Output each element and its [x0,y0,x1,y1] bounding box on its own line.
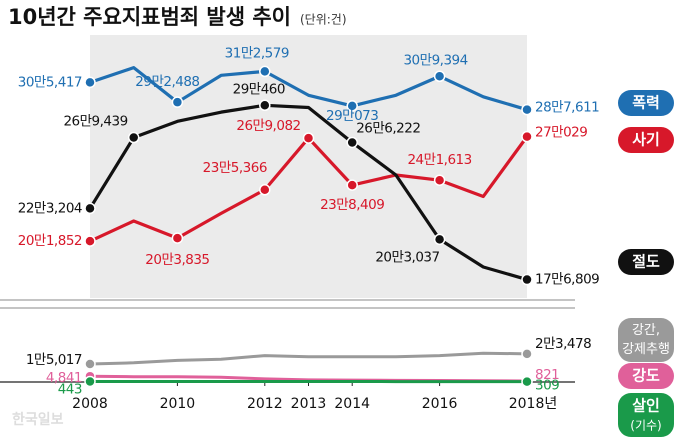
data-point [259,65,271,78]
data-point [171,96,184,108]
legend-line: 강제추행 [622,341,670,357]
data-point [127,131,140,144]
data-point [433,233,446,246]
data-label: 23만8,409 [320,197,384,213]
data-label: 821 [535,367,559,383]
data-point [302,132,315,144]
legend-label: 사기 [632,131,660,149]
data-point [521,375,533,388]
legend-badge [618,363,674,389]
data-point [84,202,96,215]
data-label: 4,841 [46,370,82,386]
legend-label: 강간, 강제추행 [622,323,670,357]
chart-title: 10년간 주요지표범죄 발생 추이 [8,5,291,29]
data-label: 17만6,809 [535,272,599,288]
data-point [521,273,533,286]
legend-label: 강도 [632,367,660,385]
data-point [433,174,446,186]
data-label: 20만3,835 [145,252,209,268]
data-point [84,76,96,89]
series-line [88,103,528,282]
data-label: 1만5,017 [26,352,82,368]
legend-label: 살인 [632,397,660,415]
data-point [259,99,271,112]
data-label: 26만9,082 [236,118,300,134]
data-label: 31만2,579 [225,45,289,61]
data-point [346,100,358,112]
data-point [346,136,358,149]
data-point [84,358,96,370]
x-tick-label: 2018년 [509,396,558,412]
data-label: 24만1,613 [407,152,471,168]
series-line [89,351,528,366]
series: 30만5,417 29만2,488 31만2,579 29만073 30만9,394 28… [18,45,674,124]
data-label: 22만3,204 [18,200,82,216]
data-point [521,103,533,116]
highlight-band [90,35,527,298]
data-label: 26만9,439 [63,114,127,130]
data-label: 2만3,478 [535,336,591,352]
series: 20만1,852 20만3,835 23만5,366 26만9,082 23만8,409… [18,118,674,268]
data-label: 29만2,488 [135,74,199,90]
x-tick-label: 2010 [160,396,196,412]
x-tick-label: 2014 [334,396,370,412]
watermark: 한국일보 [12,412,64,428]
data-label: 30만9,394 [403,52,467,68]
legend-badge [618,318,674,362]
unit-label: (단위:건) [300,13,347,27]
data-point [84,375,96,388]
data-label: 20만1,852 [18,233,82,249]
legend-line: 강간, [632,323,660,338]
series: 4,841 821 강도 [46,363,674,389]
x-tick-label: 2013 [291,396,327,412]
data-point [521,130,533,143]
data-label: 29만460 [233,81,285,97]
x-tick-label: 2012 [247,396,283,412]
legend-note: (기수) [630,419,661,433]
data-point [521,348,533,360]
legend-label: 절도 [632,253,660,271]
x-tick-label: 2016 [422,396,458,412]
data-label: 443 [58,381,82,397]
data-label: 27만029 [535,125,587,141]
data-label: 28만7,611 [535,100,599,116]
data-label: 23만5,366 [203,160,267,176]
legend-badge [618,249,674,275]
series: 443 309 살인 (기수) [58,375,674,437]
legend-badge [618,90,674,116]
series-line [89,66,528,112]
legend-badge [618,127,674,153]
legend-label: 폭력 [632,94,660,112]
data-point [84,235,96,247]
data-label: 29만073 [326,108,378,124]
data-label: 309 [535,378,559,394]
series: 22만3,204 26만9,439 29만460 26만6,222 20만3,037 17… [18,81,674,288]
data-point [346,179,358,191]
data-point [433,70,446,83]
data-label: 30만5,417 [18,74,82,90]
data-label: 26만6,222 [356,120,420,136]
data-point [171,232,184,244]
data-point [259,184,271,196]
legend-badge [618,393,674,437]
data-label: 20만3,037 [375,249,439,265]
series: 1만5,017 2만3,478 강간, 강제추행 [26,318,674,370]
x-tick-label: 2008 [72,396,108,412]
